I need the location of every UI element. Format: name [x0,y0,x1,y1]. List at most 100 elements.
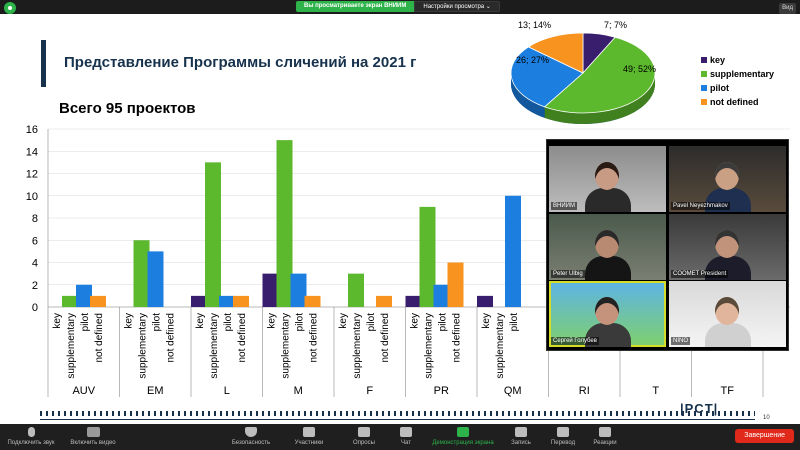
y-tick-label: 16 [26,124,38,136]
y-tick-label: 14 [26,146,38,158]
bar-key [405,295,422,307]
legend-label: pilot [710,83,729,93]
video-gallery-panel[interactable]: ВНИИМ Pavel Neyezhmakov Peter Ulbig COOMET … [546,139,789,351]
end-meeting-button[interactable]: Завершение [735,429,794,443]
slide-number: 10 [763,415,770,421]
chat-icon [400,427,412,437]
bar-not-defined [304,295,321,307]
participant-name: COOMET President [671,270,729,278]
participant-tile[interactable]: NINO [669,281,786,347]
participant-video-body [585,256,631,280]
series-tick-label: key [124,313,135,329]
participant-video-body [585,188,631,212]
participant-tile[interactable]: Pavel Neyezhmakov [669,146,786,212]
slide-subtitle: Всего 95 проектов [59,100,196,117]
unmute-button[interactable]: Подключить звук [0,427,66,446]
y-tick-label: 10 [26,191,38,203]
polls-button[interactable]: Опросы [329,427,399,446]
bar-supplementary [348,273,364,307]
title-accent-bar [41,40,46,87]
category-label: T [652,385,659,397]
share-banner-text: Вы просматриваете экран ВНИИМ [296,1,415,12]
security-button[interactable]: Безопасность [216,427,286,446]
pie-slice-label: 49; 52% [623,64,656,74]
start-video-label: Включить видео [70,440,116,446]
legend-label: supplementary [710,69,774,79]
camera-off-icon [86,427,100,437]
bar-supplementary [133,240,150,307]
series-tick-label: not defined [452,313,463,363]
legend-label: not defined [710,97,759,107]
view-button[interactable]: Вид [779,3,796,14]
y-tick-label: 4 [32,258,38,270]
series-tick-label: key [410,313,421,329]
participant-tile[interactable]: COOMET President [669,214,786,280]
security-label: Безопасность [231,440,271,446]
interpretation-button[interactable]: Перевод [528,427,598,446]
bar-supplementary [62,295,78,307]
participant-video-head [715,230,739,258]
participant-video-head [715,297,739,325]
participant-name: Сергей Голубев [551,337,599,345]
pie-side-supplementary [544,73,655,124]
category-label: RI [579,385,590,397]
series-tick-label: pilot [80,313,91,332]
series-tick-label: not defined [166,313,177,363]
share-screen-button[interactable]: Демонстрация экрана [428,427,498,446]
participants-icon [303,427,315,437]
participant-tile[interactable]: Сергей Голубев [549,281,666,347]
record-label: Запись [511,440,531,446]
record-icon [515,427,527,437]
series-tick-label: key [267,313,278,329]
smiley-icon [599,427,611,437]
participant-video-head [595,297,619,325]
share-screen-icon [457,427,469,437]
meeting-toolbar: Подключить звук Включить видео Безопасно… [0,424,800,450]
chat-label: Чат [401,440,411,446]
y-tick-label: 8 [32,213,38,225]
globe-icon [557,427,569,437]
chat-button[interactable]: Чат [371,427,441,446]
share-banner: Вы просматриваете экран ВНИИМ Настройки … [296,1,500,12]
participants-button[interactable]: Участники [274,427,344,446]
series-tick-label: pilot [223,313,234,332]
series-tick-label: pilot [152,313,163,332]
series-tick-label: not defined [237,313,248,363]
pie-slice-label: 26; 27% [516,55,549,65]
slide-title: Представление Программы сличений на 2021… [64,54,417,71]
footer-line [40,419,755,420]
reactions-button[interactable]: Реакции [570,427,640,446]
pie-slice-not-defined [527,32,584,74]
pie-slice-pilot [510,46,584,108]
category-label: AUV [72,385,95,397]
series-tick-label: key [481,313,492,329]
series-tick-label: supplementary [424,313,435,379]
category-label: L [224,385,230,397]
bar-pilot [290,273,307,307]
view-options-dropdown[interactable]: Настройки просмотра ⌄ [414,1,500,12]
start-video-button[interactable]: Включить видео [58,427,128,446]
footer-stripe [40,411,755,416]
polls-icon [358,427,370,437]
record-button[interactable]: Запись [486,427,556,446]
legend-swatch [701,57,707,63]
series-tick-label: not defined [94,313,105,363]
series-tick-label: pilot [295,313,306,332]
pie-side-pilot [511,73,545,118]
zoom-logo-icon [4,2,16,14]
series-tick-label: key [195,313,206,329]
participant-name: Peter Ulbig [551,270,585,278]
interpretation-label: Перевод [550,440,576,446]
bar-pilot [505,195,521,307]
participant-tile[interactable]: Peter Ulbig [549,214,666,280]
series-tick-label: pilot [366,313,377,332]
series-tick-label: not defined [380,313,391,363]
participant-tile[interactable]: ВНИИМ [549,146,666,212]
series-tick-label: supplementary [281,313,292,379]
series-tick-label: supplementary [66,313,77,379]
microphone-off-icon [27,427,35,437]
participant-video-head [595,230,619,258]
bar-pilot [219,295,235,307]
y-tick-label: 12 [26,169,38,181]
